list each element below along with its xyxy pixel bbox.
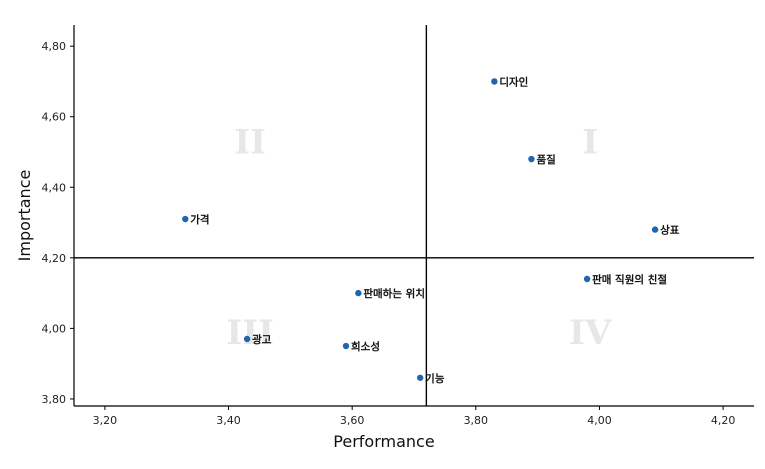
y-tick-label: 4,80 [42, 40, 67, 53]
data-point-label: 희소성 [351, 340, 380, 353]
x-axis-title: Performance [333, 432, 434, 451]
data-point [416, 374, 424, 381]
data-point [583, 275, 591, 283]
data-point [182, 215, 189, 223]
data-point [243, 335, 251, 343]
x-tick-labels: 3,20 3,40 3,60 3,80 4,00 4,20 [93, 406, 736, 427]
data-point [651, 226, 659, 233]
axes [73, 25, 754, 407]
quadrant-label: III [226, 313, 274, 353]
data-point-label: 가격 [190, 213, 209, 226]
y-tick-label: 4,60 [42, 111, 67, 124]
x-tick-label: 4,20 [711, 414, 736, 427]
y-tick-label: 4,20 [42, 252, 67, 265]
data-point [355, 289, 362, 297]
x-tick-label: 3,40 [216, 414, 241, 427]
quadrant-label: I [582, 122, 598, 162]
reference-lines [74, 25, 754, 406]
y-tick-label: 3,80 [42, 393, 67, 406]
x-tick-label: 3,80 [464, 414, 489, 427]
x-tick-label: 3,20 [93, 414, 118, 427]
data-point [342, 342, 350, 350]
data-point [491, 78, 498, 85]
y-axis-title: Importance [15, 170, 34, 262]
data-point-label: 상표 [660, 224, 680, 237]
quadrant-label: II [234, 122, 266, 162]
y-tick-labels: 3,80 4,00 4,20 4,40 4,60 4,80 [42, 40, 74, 406]
x-tick-label: 4,00 [587, 414, 612, 427]
data-point-label: 품질 [536, 154, 555, 166]
y-tick-label: 4,00 [42, 322, 67, 335]
quadrant-label: IV [569, 313, 612, 353]
data-point [528, 155, 535, 163]
data-point-label: 판매하는 위치 [363, 287, 425, 300]
x-tick-label: 3,60 [340, 414, 365, 427]
data-point-label: 광고 [252, 334, 272, 346]
data-point-label: 기능 [425, 372, 445, 385]
y-tick-label: 4,40 [42, 181, 67, 194]
data-point-label: 판매 직원의 친절 [592, 273, 667, 286]
data-point-label: 디자인 [499, 75, 528, 88]
